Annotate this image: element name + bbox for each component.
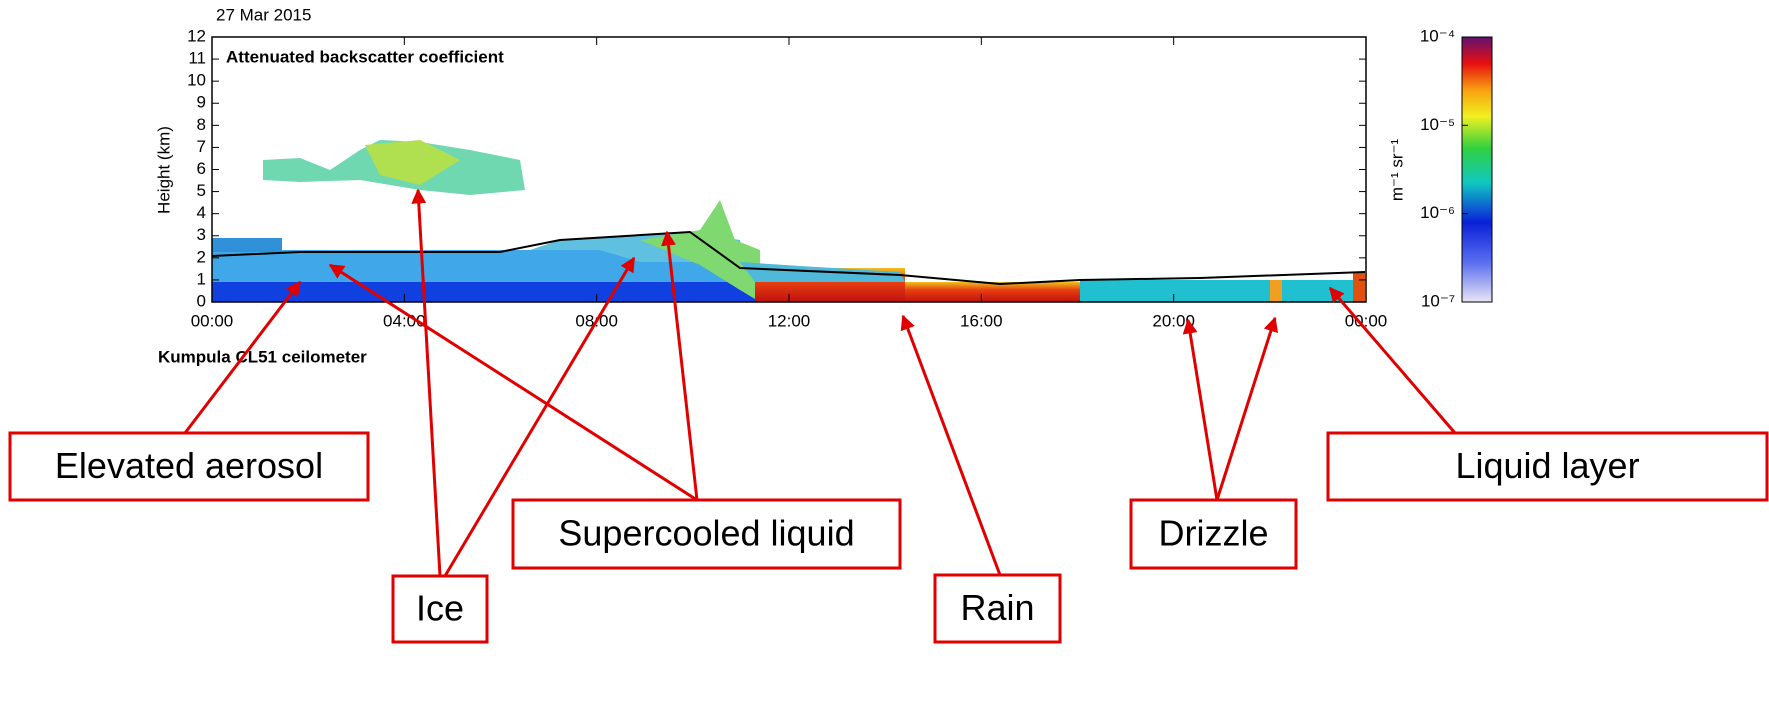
y-axis-label: Height (km) (154, 126, 173, 214)
y-tick-label: 12 (187, 26, 206, 45)
annotation-arrow (411, 188, 442, 577)
y-tick-label: 3 (197, 225, 206, 244)
x-tick-label: 04:00 (383, 311, 426, 330)
annotation-arrow (661, 230, 699, 501)
colorbar-tick-label: 10⁻⁶ (1420, 203, 1455, 222)
y-tick-label: 6 (197, 159, 206, 178)
footer: Kumpula CL51 ceilometer (158, 347, 367, 366)
annotation-arrow (1215, 316, 1279, 501)
y-tick-label: 8 (197, 115, 206, 134)
colorbar-tick-label: 10⁻⁵ (1420, 115, 1455, 134)
y-tick-label: 7 (197, 137, 206, 156)
colorbar-tick-label: 10⁻⁴ (1420, 26, 1455, 45)
y-tick-label: 9 (197, 93, 206, 112)
annotation-arrow (443, 256, 636, 577)
y-tick-label: 2 (197, 247, 206, 266)
annotation-arrow (1328, 286, 1457, 434)
annotation-label: Drizzle (1158, 513, 1268, 554)
annotation-arrow (183, 280, 302, 434)
y-tick-label: 4 (197, 203, 206, 222)
annotation-label: Liquid layer (1455, 445, 1639, 486)
y-tick-label: 0 (197, 291, 206, 310)
date: 27 Mar 2015 (216, 5, 311, 24)
chart-title: Attenuated backscatter coefficient (226, 47, 504, 66)
x-tick-label: 00:00 (191, 311, 234, 330)
backscatter-field (211, 140, 1366, 302)
annotation-label: Elevated aerosol (55, 445, 323, 486)
annotation-label: Rain (960, 587, 1034, 628)
annotation-box (8, 431, 370, 502)
colorbar (1461, 36, 1493, 303)
annotation-box (1129, 498, 1298, 570)
annotation-box (391, 574, 489, 644)
annotation-arrow (1182, 318, 1219, 501)
y-tick-label: 10 (187, 71, 206, 90)
colorbar-label: m⁻¹ sr⁻¹ (1387, 139, 1406, 202)
annotation-box (1326, 431, 1769, 502)
y-tick-label: 1 (197, 269, 206, 288)
y-tick-label: 11 (188, 49, 206, 68)
annotation-arrow (328, 263, 698, 502)
annotation-label: Supercooled liquid (558, 513, 854, 554)
annotation-label: Ice (416, 588, 464, 629)
annotation-box (511, 498, 902, 570)
annotation-box (933, 573, 1062, 644)
y-tick-label: 5 (197, 181, 206, 200)
x-tick-label: 16:00 (960, 311, 1003, 330)
x-tick-label: 12:00 (768, 311, 811, 330)
colorbar-tick-label: 10⁻⁷ (1421, 291, 1455, 310)
annotation-arrow (900, 314, 1002, 576)
